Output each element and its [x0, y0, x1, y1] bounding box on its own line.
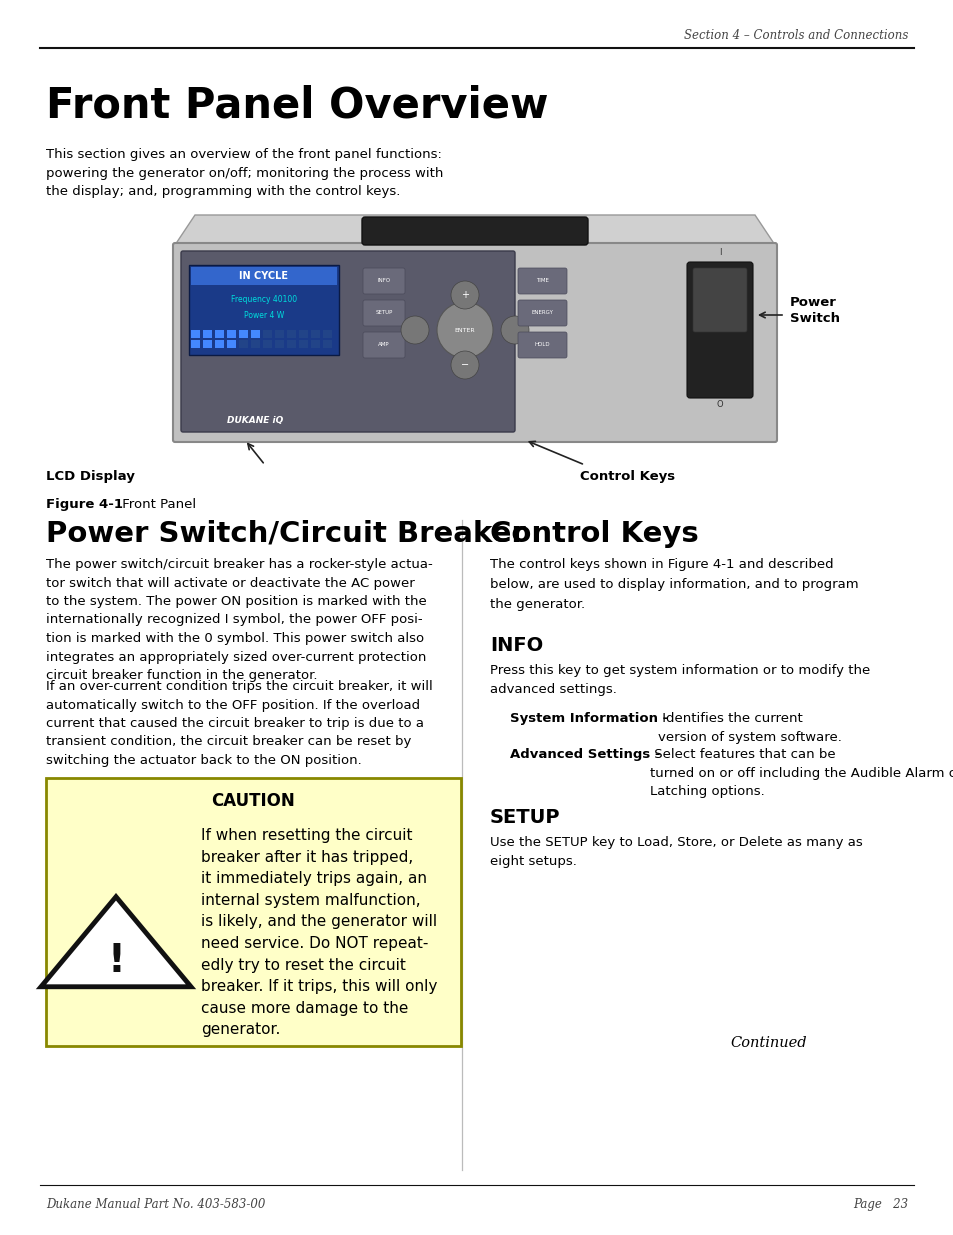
Text: Select features that can be
turned on or off including the Audible Alarm or Faul: Select features that can be turned on or…: [649, 748, 953, 798]
Text: HOLD: HOLD: [534, 342, 549, 347]
Text: ENTER: ENTER: [455, 327, 475, 332]
FancyBboxPatch shape: [692, 268, 746, 332]
FancyBboxPatch shape: [214, 330, 224, 338]
Circle shape: [500, 316, 529, 345]
Text: TIME: TIME: [535, 279, 548, 284]
FancyBboxPatch shape: [46, 778, 460, 1046]
Text: Dukane Manual Part No. 403-583-00: Dukane Manual Part No. 403-583-00: [46, 1198, 265, 1212]
FancyBboxPatch shape: [189, 266, 338, 354]
Text: INFO: INFO: [377, 279, 390, 284]
FancyBboxPatch shape: [227, 330, 235, 338]
Text: Power 4 W: Power 4 W: [244, 310, 284, 320]
Text: This section gives an overview of the front panel functions:
powering the genera: This section gives an overview of the fr…: [46, 148, 443, 198]
Text: The power switch/circuit breaker has a rocker-style actua-
tor switch that will : The power switch/circuit breaker has a r…: [46, 558, 433, 682]
Circle shape: [451, 351, 478, 379]
FancyBboxPatch shape: [274, 340, 284, 348]
FancyBboxPatch shape: [363, 332, 405, 358]
FancyBboxPatch shape: [203, 330, 212, 338]
FancyBboxPatch shape: [298, 330, 308, 338]
FancyBboxPatch shape: [311, 330, 319, 338]
FancyBboxPatch shape: [287, 330, 295, 338]
FancyBboxPatch shape: [191, 267, 336, 285]
FancyBboxPatch shape: [239, 340, 248, 348]
Text: Figure 4-1: Figure 4-1: [46, 498, 123, 511]
Text: The control keys shown in Figure 4-1 and described
below, are used to display in: The control keys shown in Figure 4-1 and…: [490, 558, 858, 611]
Text: Identifies the current
version of system software.: Identifies the current version of system…: [658, 713, 841, 743]
FancyBboxPatch shape: [287, 340, 295, 348]
Text: I: I: [718, 248, 720, 257]
FancyBboxPatch shape: [311, 340, 319, 348]
Text: CAUTION: CAUTION: [212, 792, 295, 810]
Circle shape: [436, 303, 493, 358]
FancyBboxPatch shape: [251, 330, 260, 338]
FancyBboxPatch shape: [361, 217, 587, 245]
Circle shape: [400, 316, 429, 345]
Circle shape: [451, 282, 478, 309]
Text: SETUP: SETUP: [490, 808, 560, 827]
FancyBboxPatch shape: [181, 251, 515, 432]
FancyBboxPatch shape: [227, 340, 235, 348]
Text: If an over-current condition trips the circuit breaker, it will
automatically sw: If an over-current condition trips the c…: [46, 680, 433, 767]
Text: Section 4 – Controls and Connections: Section 4 – Controls and Connections: [683, 28, 907, 42]
Text: Control Keys: Control Keys: [579, 471, 675, 483]
Text: Front Panel Overview: Front Panel Overview: [46, 85, 548, 127]
FancyBboxPatch shape: [323, 340, 332, 348]
Text: Front Panel: Front Panel: [118, 498, 196, 511]
FancyBboxPatch shape: [274, 330, 284, 338]
Text: System Information -: System Information -: [510, 713, 667, 725]
FancyBboxPatch shape: [172, 243, 776, 442]
FancyBboxPatch shape: [363, 300, 405, 326]
Text: Page   23: Page 23: [852, 1198, 907, 1212]
FancyBboxPatch shape: [363, 268, 405, 294]
FancyBboxPatch shape: [203, 340, 212, 348]
Polygon shape: [41, 897, 191, 987]
FancyBboxPatch shape: [263, 330, 272, 338]
FancyBboxPatch shape: [214, 340, 224, 348]
Text: Press this key to get system information or to modify the
advanced settings.: Press this key to get system information…: [490, 664, 869, 695]
Text: Power Switch/Circuit Breaker: Power Switch/Circuit Breaker: [46, 520, 525, 548]
Text: Continued: Continued: [729, 1036, 806, 1050]
Text: DUKANE iQ: DUKANE iQ: [227, 415, 283, 425]
FancyBboxPatch shape: [517, 268, 566, 294]
FancyBboxPatch shape: [251, 340, 260, 348]
FancyBboxPatch shape: [517, 300, 566, 326]
Text: Advanced Settings -: Advanced Settings -: [510, 748, 659, 761]
FancyBboxPatch shape: [191, 330, 200, 338]
Text: O: O: [716, 400, 722, 409]
Text: SETUP: SETUP: [375, 310, 393, 315]
FancyBboxPatch shape: [323, 330, 332, 338]
Text: +: +: [460, 290, 469, 300]
Text: IN CYCLE: IN CYCLE: [239, 270, 288, 282]
FancyBboxPatch shape: [517, 332, 566, 358]
Text: LCD Display: LCD Display: [46, 471, 134, 483]
Text: INFO: INFO: [490, 636, 542, 655]
Text: AMP: AMP: [377, 342, 390, 347]
Text: Power
Switch: Power Switch: [789, 295, 840, 325]
FancyBboxPatch shape: [263, 340, 272, 348]
FancyBboxPatch shape: [298, 340, 308, 348]
Text: Frequency 40100: Frequency 40100: [231, 294, 296, 304]
Polygon shape: [174, 215, 774, 245]
FancyBboxPatch shape: [191, 340, 200, 348]
FancyBboxPatch shape: [239, 330, 248, 338]
Text: Control Keys: Control Keys: [490, 520, 698, 548]
Text: If when resetting the circuit
breaker after it has tripped,
it immediately trips: If when resetting the circuit breaker af…: [201, 827, 436, 1037]
Text: −: −: [460, 359, 469, 370]
Text: Use the SETUP key to Load, Store, or Delete as many as
eight setups.: Use the SETUP key to Load, Store, or Del…: [490, 836, 862, 867]
Text: !: !: [107, 942, 125, 981]
Text: ENERGY: ENERGY: [531, 310, 553, 315]
FancyBboxPatch shape: [686, 262, 752, 398]
